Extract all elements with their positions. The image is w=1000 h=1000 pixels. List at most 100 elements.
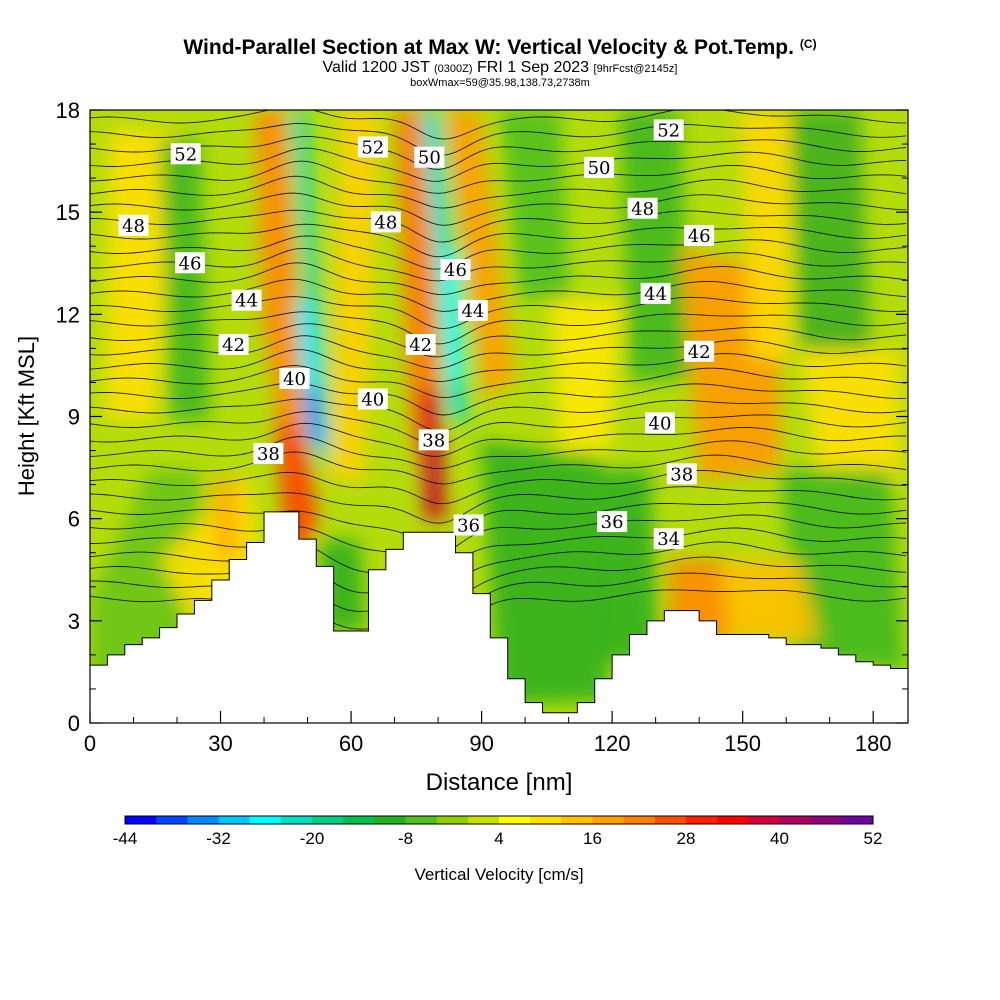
terrain-mask — [90, 511, 908, 723]
contour-label: 38 — [418, 429, 449, 451]
colorbar-swatch — [841, 816, 874, 824]
contour-label: 48 — [370, 211, 401, 233]
contour-label: 36 — [453, 514, 484, 536]
x-tick-label: 0 — [84, 731, 96, 756]
colorbar-tick-label: -32 — [206, 829, 231, 848]
contour-label-text: 40 — [361, 389, 384, 410]
colorbar-tick-label: 28 — [677, 829, 696, 848]
colorbar-swatch — [374, 816, 406, 824]
colorbar-tick-label: -44 — [113, 829, 138, 848]
colorbar: -44 -32 -20 -8 4 16 28 40 52 — [113, 815, 883, 848]
contour-label: 44 — [457, 299, 488, 322]
box-info: boxWmax=59@35.98,138.73,2738m — [410, 77, 590, 89]
contour-label: 52 — [170, 143, 201, 165]
colorbar-swatch — [343, 816, 375, 824]
colorbar-tick-label: 52 — [864, 829, 883, 848]
colorbar-swatch — [312, 816, 344, 824]
contour-label: 46 — [175, 252, 206, 274]
contour-label-text: 42 — [409, 335, 432, 356]
colorbar-tick-label: -8 — [398, 829, 413, 848]
contour-label: 46 — [684, 225, 715, 247]
colorbar-swatch — [810, 816, 843, 824]
colorbar-swatch — [592, 816, 625, 824]
contour-label: 52 — [653, 119, 684, 141]
contour-label-text: 44 — [461, 301, 484, 322]
contour-label: 42 — [405, 333, 436, 356]
colorbar-tick-label: 16 — [583, 829, 602, 848]
contour-label: 38 — [666, 463, 697, 485]
x-tick-label: 30 — [208, 731, 232, 756]
contour-label: 50 — [584, 156, 615, 179]
x-tick-label: 120 — [594, 731, 631, 756]
colorbar-swatch — [686, 816, 718, 824]
contour-label: 50 — [414, 146, 445, 169]
contour-label-text: 46 — [444, 260, 467, 281]
copyright-mark: (C) — [799, 37, 817, 51]
contour-label-text: 42 — [688, 342, 711, 363]
colorbar-swatch — [717, 816, 749, 824]
colorbar-swatch — [530, 816, 562, 824]
colorbar-swatch — [187, 816, 219, 824]
colorbar-swatch — [748, 816, 780, 824]
contour-label-text: 34 — [657, 529, 680, 550]
y-axis: 0 36 9 12 15 18 — [56, 98, 908, 736]
contour-label-text: 38 — [257, 444, 280, 465]
y-tick-label: 3 — [68, 609, 80, 634]
y-tick-label: 18 — [56, 98, 80, 123]
x-tick-label: 60 — [339, 731, 363, 756]
contour-label-text: 46 — [688, 226, 711, 247]
colorbar-swatch — [405, 816, 438, 824]
y-axis-label: Height [Kft MSL] — [14, 336, 39, 496]
x-tick-label: 150 — [724, 731, 761, 756]
colorbar-tick-label: 4 — [494, 829, 503, 848]
contour-label-text: 44 — [235, 291, 258, 312]
colorbar-swatch — [156, 816, 188, 824]
colorbar-tick-label: -20 — [300, 829, 325, 848]
colorbar-swatch — [218, 816, 251, 824]
contour-label-text: 36 — [601, 512, 624, 533]
y-tick-label: 9 — [68, 405, 80, 430]
colorbar-swatch — [779, 816, 812, 824]
x-tick-label: 90 — [469, 731, 493, 756]
colorbar-swatch — [125, 816, 157, 824]
colorbar-swatch — [436, 816, 469, 824]
chart-title: Wind-Parallel Section at Max W: Vertical… — [183, 36, 817, 59]
contour-label-text: 50 — [418, 148, 441, 169]
contour-label-text: 52 — [174, 144, 197, 165]
colorbar-swatch — [467, 816, 500, 824]
y-tick-label: 15 — [56, 200, 80, 225]
contour-label-text: 44 — [644, 284, 667, 305]
contour-label: 36 — [597, 511, 628, 533]
contour-label-text: 52 — [657, 120, 680, 141]
contour-label-text: 50 — [588, 158, 611, 179]
colorbar-swatch — [280, 816, 313, 824]
contour-label-text: 36 — [457, 515, 480, 536]
contour-label: 52 — [357, 136, 388, 158]
y-tick-label: 12 — [56, 302, 80, 327]
colorbar-swatch — [623, 816, 656, 824]
contour-label: 40 — [357, 388, 388, 410]
y-tick-label: 0 — [68, 711, 80, 736]
chart-subtitle: Valid 1200 JST (0300Z) FRI 1 Sep 2023 [9… — [322, 59, 678, 76]
plot-area: 52 52 50 52 50 48 48 48 46 46 46 44 44 44 42 42 42 40 40 40… — [90, 110, 908, 723]
contour-label-text: 48 — [374, 212, 397, 233]
contour-label: 44 — [231, 289, 262, 312]
contour-label: 46 — [440, 259, 471, 281]
x-tick-label: 180 — [855, 731, 892, 756]
contour-label-text: 46 — [179, 253, 202, 274]
contour-label: 40 — [279, 368, 310, 390]
colorbar-swatch — [561, 816, 593, 824]
contour-label: 48 — [627, 197, 658, 220]
contour-label-text: 38 — [670, 464, 693, 485]
colorbar-swatch — [654, 816, 687, 824]
x-axis-label: Distance [nm] — [426, 769, 573, 796]
contour-label: 42 — [684, 340, 715, 363]
isentropes — [90, 110, 907, 650]
colorbar-tick-label: 40 — [770, 829, 789, 848]
contour-label: 48 — [118, 214, 149, 237]
x-axis: 0 30 60 90 120 150 180 — [84, 711, 892, 756]
contour-label-text: 52 — [361, 137, 384, 158]
colorbar-swatch — [249, 816, 282, 824]
contour-labels: 52 52 50 52 50 48 48 48 46 46 46 44 44 44 42 42 42 40 40 40… — [118, 119, 715, 550]
